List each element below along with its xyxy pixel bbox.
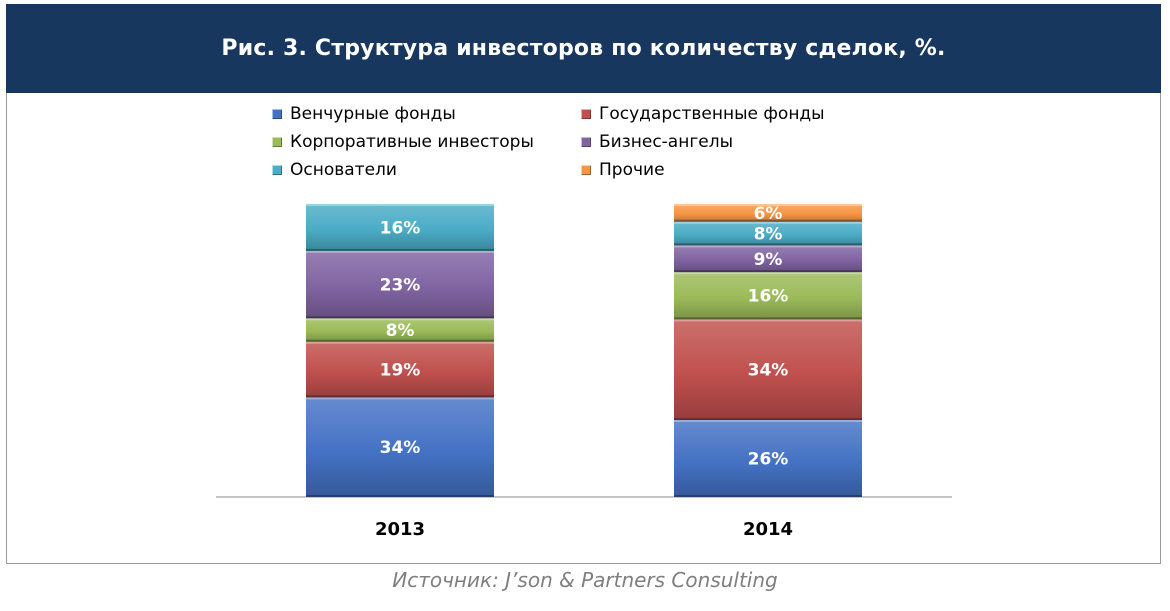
bar-segment: [674, 272, 862, 320]
data-label: 9%: [754, 250, 783, 270]
data-label: 16%: [748, 287, 789, 307]
data-label: 8%: [386, 321, 415, 341]
chart-title-banner: Рис. 3. Структура инвесторов по количест…: [6, 4, 1161, 93]
legend-swatch: [272, 109, 282, 119]
chart-legend: Венчурные фонды Государственные фонды Корп…: [272, 104, 912, 194]
legend-label: Корпоративные инвесторы: [290, 132, 534, 152]
data-label: 34%: [380, 438, 421, 458]
legend-label: Государственные фонды: [599, 104, 825, 124]
legend-label: Основатели: [290, 160, 397, 180]
legend-swatch: [272, 165, 282, 175]
data-label: 16%: [380, 218, 421, 238]
legend-item: Государственные фонды: [581, 104, 825, 124]
x-tick-label: 2014: [743, 519, 793, 540]
bar-segment: [674, 204, 862, 222]
data-label: 6%: [754, 204, 783, 224]
legend-label: Венчурные фонды: [290, 104, 456, 124]
legend-item: Корпоративные инвесторы: [272, 132, 534, 152]
bar-segment: [674, 420, 862, 497]
legend-item: Прочие: [581, 160, 665, 180]
bar-segment: [674, 319, 862, 421]
bar-segment: [306, 341, 494, 398]
data-label: 19%: [380, 361, 421, 381]
chart-title: Рис. 3. Структура инвесторов по количест…: [221, 36, 946, 61]
x-tick-label: 2013: [375, 519, 425, 540]
legend-item: Бизнес-ангелы: [581, 132, 733, 152]
legend-swatch: [581, 165, 591, 175]
data-label: 23%: [380, 276, 421, 296]
legend-item: Венчурные фонды: [272, 104, 456, 124]
data-label: 8%: [754, 225, 783, 245]
bar-segment: [306, 397, 494, 497]
legend-swatch: [272, 137, 282, 147]
source-note: Источник: J’son & Partners Consulting: [392, 568, 778, 592]
bar-segment: [674, 245, 862, 273]
legend-label: Прочие: [599, 160, 665, 180]
data-label: 26%: [748, 450, 789, 470]
bar-segment: [306, 250, 494, 319]
bar-segment: [306, 204, 494, 251]
legend-label: Бизнес-ангелы: [599, 132, 734, 152]
bar-segment: [306, 318, 494, 342]
legend-item: Основатели: [272, 160, 397, 180]
legend-swatch: [581, 137, 591, 147]
bar-segment: [674, 221, 862, 246]
legend-swatch: [581, 109, 591, 119]
data-label: 34%: [748, 361, 789, 381]
